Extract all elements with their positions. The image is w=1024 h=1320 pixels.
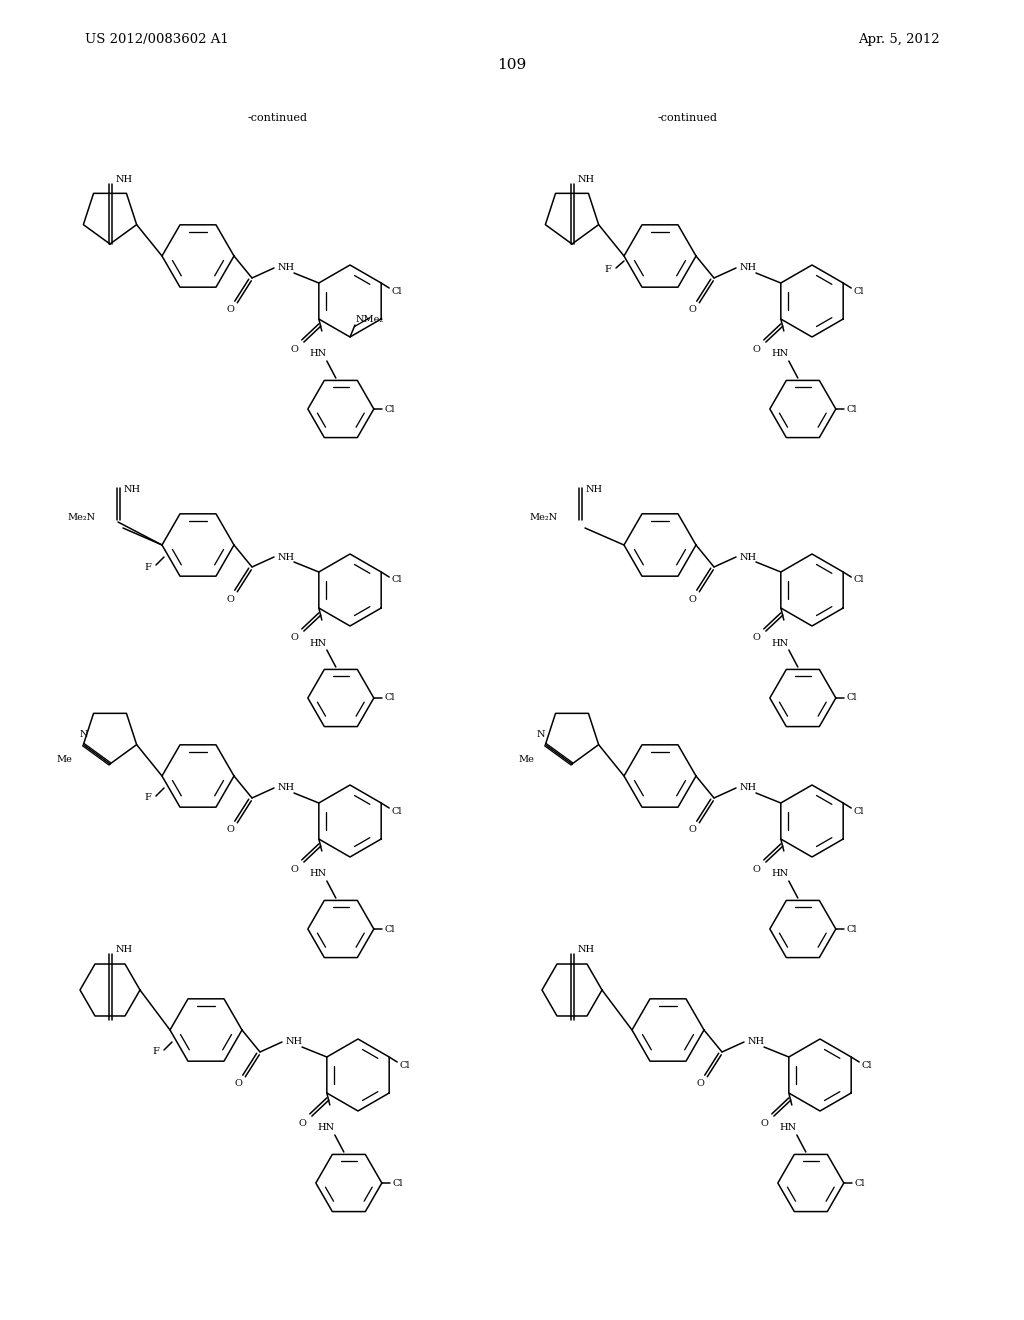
Text: O: O bbox=[291, 634, 299, 643]
Text: NH: NH bbox=[278, 553, 295, 561]
Text: O: O bbox=[291, 345, 299, 354]
Text: HN: HN bbox=[310, 870, 327, 879]
Text: Cl: Cl bbox=[392, 1179, 403, 1188]
Text: F: F bbox=[604, 265, 611, 275]
Text: O: O bbox=[753, 865, 761, 874]
Text: Cl: Cl bbox=[392, 286, 402, 296]
Text: O: O bbox=[226, 825, 233, 834]
Text: -continued: -continued bbox=[658, 114, 718, 123]
Text: NH: NH bbox=[286, 1038, 302, 1047]
Text: F: F bbox=[153, 1048, 160, 1056]
Text: NH: NH bbox=[278, 784, 295, 792]
Text: O: O bbox=[226, 594, 233, 603]
Text: Me₂N: Me₂N bbox=[529, 513, 558, 523]
Text: N: N bbox=[537, 730, 545, 739]
Text: NH: NH bbox=[739, 784, 757, 792]
Text: O: O bbox=[753, 345, 761, 354]
Text: O: O bbox=[688, 305, 696, 314]
Text: Apr. 5, 2012: Apr. 5, 2012 bbox=[858, 33, 940, 46]
Text: Cl: Cl bbox=[385, 404, 395, 413]
Text: O: O bbox=[234, 1080, 242, 1089]
Text: Me₂N: Me₂N bbox=[68, 513, 96, 523]
Text: Cl: Cl bbox=[854, 286, 864, 296]
Text: HN: HN bbox=[310, 350, 327, 359]
Text: O: O bbox=[688, 594, 696, 603]
Text: NH: NH bbox=[748, 1038, 765, 1047]
Text: HN: HN bbox=[780, 1123, 797, 1133]
Text: O: O bbox=[761, 1118, 769, 1127]
Text: NH: NH bbox=[578, 176, 595, 185]
Text: US 2012/0083602 A1: US 2012/0083602 A1 bbox=[85, 33, 228, 46]
Text: HN: HN bbox=[317, 1123, 335, 1133]
Text: Me: Me bbox=[56, 755, 72, 764]
Text: Cl: Cl bbox=[392, 807, 402, 816]
Text: O: O bbox=[696, 1080, 703, 1089]
Text: N: N bbox=[79, 730, 88, 739]
Text: Cl: Cl bbox=[862, 1060, 872, 1069]
Text: NH: NH bbox=[586, 486, 602, 495]
Text: 109: 109 bbox=[498, 58, 526, 73]
Text: HN: HN bbox=[310, 639, 327, 648]
Text: O: O bbox=[753, 634, 761, 643]
Text: NH: NH bbox=[116, 945, 132, 954]
Text: NMe₂: NMe₂ bbox=[356, 314, 384, 323]
Text: Cl: Cl bbox=[847, 404, 857, 413]
Text: Cl: Cl bbox=[854, 807, 864, 816]
Text: HN: HN bbox=[772, 639, 788, 648]
Text: NH: NH bbox=[739, 264, 757, 272]
Text: Cl: Cl bbox=[400, 1060, 411, 1069]
Text: O: O bbox=[299, 1118, 307, 1127]
Text: F: F bbox=[144, 793, 152, 803]
Text: NH: NH bbox=[124, 486, 140, 495]
Text: HN: HN bbox=[772, 350, 788, 359]
Text: O: O bbox=[688, 825, 696, 834]
Text: Cl: Cl bbox=[385, 693, 395, 702]
Text: Cl: Cl bbox=[392, 576, 402, 585]
Text: Cl: Cl bbox=[847, 693, 857, 702]
Text: NH: NH bbox=[578, 945, 595, 954]
Text: O: O bbox=[291, 865, 299, 874]
Text: -continued: -continued bbox=[248, 114, 308, 123]
Text: NH: NH bbox=[278, 264, 295, 272]
Text: Cl: Cl bbox=[854, 576, 864, 585]
Text: O: O bbox=[226, 305, 233, 314]
Text: HN: HN bbox=[772, 870, 788, 879]
Text: NH: NH bbox=[116, 176, 132, 185]
Text: Cl: Cl bbox=[847, 924, 857, 933]
Text: NH: NH bbox=[739, 553, 757, 561]
Text: Cl: Cl bbox=[385, 924, 395, 933]
Text: Cl: Cl bbox=[855, 1179, 865, 1188]
Text: F: F bbox=[144, 562, 152, 572]
Text: Me: Me bbox=[518, 755, 534, 764]
